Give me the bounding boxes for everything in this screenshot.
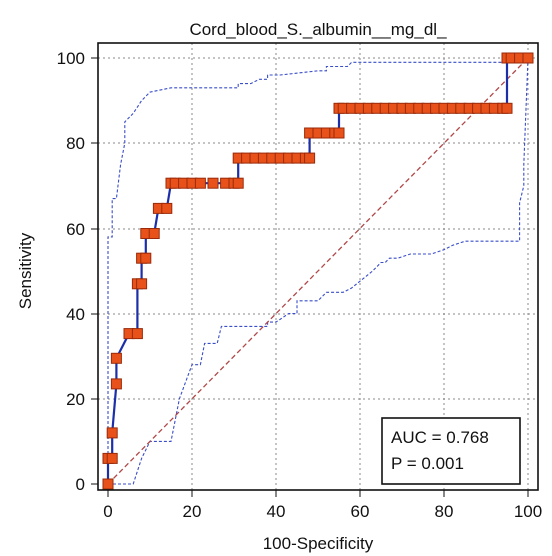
y-tick-label-60: 60 [66, 220, 85, 239]
roc-point-marker [140, 252, 152, 264]
x-tick-label-100: 100 [514, 502, 542, 521]
x-tick-labels: 0 20 40 60 80 100 [103, 502, 542, 521]
roc-point-marker [131, 328, 143, 340]
roc-point-marker [106, 452, 118, 464]
x-tick-label-80: 80 [435, 502, 454, 521]
auc-annotation-box: AUC = 0.768 P = 0.001 [381, 417, 521, 485]
roc-point-marker [522, 52, 534, 64]
roc-point-marker [333, 127, 345, 139]
x-tick-label-0: 0 [103, 502, 112, 521]
roc-point-marker [106, 427, 118, 439]
chart-title: Cord_blood_S._albumin__mg_dl_ [189, 20, 447, 39]
plot-frame [97, 42, 539, 491]
y-tick-label-100: 100 [57, 49, 85, 68]
x-tick-label-60: 60 [351, 502, 370, 521]
x-ticks [107, 490, 529, 497]
y-tick-label-0: 0 [76, 475, 85, 494]
reference-diagonal-line [107, 57, 529, 485]
y-ticks [91, 57, 98, 485]
roc-point-marker [102, 478, 114, 490]
confidence-band-line-1 [107, 57, 529, 484]
y-tick-label-40: 40 [66, 305, 85, 324]
roc-point-marker [148, 228, 160, 239]
roc-point-marker [194, 177, 206, 189]
roc-point-marker [136, 278, 148, 290]
roc-point-marker [304, 152, 316, 164]
auc-box-frame [381, 417, 521, 485]
confidence-band-line-2 [108, 57, 529, 485]
roc-point-marker [232, 177, 244, 189]
roc-point-marker [110, 352, 122, 364]
p-value-text: P = 0.001 [391, 454, 464, 473]
plot-area [102, 52, 534, 490]
auc-text: AUC = 0.768 [391, 428, 489, 447]
x-axis-label: 100-Specificity [263, 534, 374, 553]
y-axis-label: Sensitivity [16, 232, 35, 309]
y-tick-label-80: 80 [66, 134, 85, 153]
roc-point-marker [161, 202, 173, 214]
roc-point-marker [110, 378, 122, 390]
y-tick-labels: 0 20 40 60 80 100 [57, 49, 85, 494]
roc-point-marker [501, 102, 513, 114]
x-tick-label-20: 20 [183, 502, 202, 521]
gridlines [98, 43, 538, 490]
x-tick-label-40: 40 [267, 502, 286, 521]
roc-point-marker [207, 177, 219, 189]
y-tick-label-20: 20 [66, 390, 85, 409]
